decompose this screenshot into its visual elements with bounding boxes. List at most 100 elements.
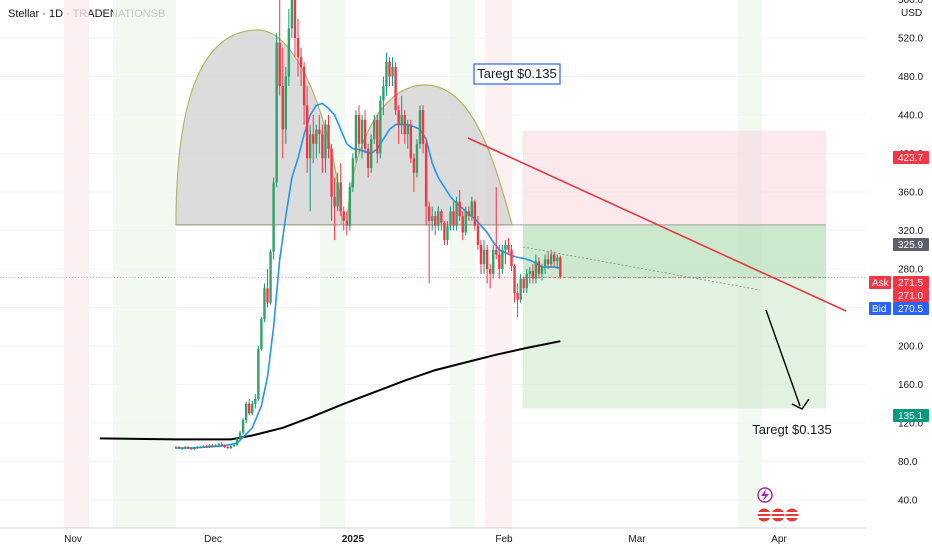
candle-body bbox=[449, 211, 452, 226]
flag-icons bbox=[756, 487, 800, 523]
candle-body bbox=[437, 211, 440, 226]
candle-body bbox=[315, 129, 318, 144]
candle-body bbox=[318, 129, 321, 135]
candle-body bbox=[312, 134, 315, 144]
candle-body bbox=[424, 143, 428, 207]
candle-body bbox=[510, 249, 513, 267]
us-flag-icon bbox=[756, 507, 772, 523]
candle-body bbox=[269, 251, 272, 303]
flag-stripe bbox=[757, 516, 771, 518]
candle-body bbox=[415, 143, 419, 173]
candle-body bbox=[336, 182, 339, 207]
candle-body bbox=[305, 105, 309, 159]
candle-body bbox=[379, 100, 382, 154]
y-tick-label: 40.0 bbox=[898, 496, 918, 507]
candle-body bbox=[553, 254, 556, 262]
moving-averages bbox=[99, 102, 561, 449]
candle-body bbox=[260, 319, 263, 349]
candle-body bbox=[446, 225, 449, 241]
candle-body bbox=[360, 119, 364, 144]
candle-body bbox=[180, 448, 184, 450]
candle-body bbox=[519, 278, 522, 300]
price-tag-bg bbox=[893, 302, 929, 315]
price-tag-prefix-bg bbox=[869, 302, 891, 315]
y-tick-label: 520.0 bbox=[898, 34, 923, 45]
candle-body bbox=[482, 249, 486, 265]
price-tag-label: 423.7 bbox=[898, 153, 923, 164]
candle-body bbox=[254, 398, 257, 404]
channel-line bbox=[522, 246, 761, 291]
price-tag-prefix-bg bbox=[869, 276, 891, 289]
candle-body bbox=[232, 445, 236, 447]
candle-body bbox=[406, 124, 409, 135]
y-tick-label: 200.0 bbox=[898, 342, 923, 353]
candle-body bbox=[452, 211, 455, 226]
candle-body bbox=[330, 148, 333, 197]
candle-body bbox=[348, 187, 352, 226]
price-tag-label: 135.1 bbox=[898, 411, 923, 422]
candle-body bbox=[516, 293, 519, 300]
candle-body bbox=[403, 115, 406, 135]
candle-body bbox=[342, 211, 345, 221]
candle-body bbox=[559, 257, 562, 277]
x-tick-label: 2025 bbox=[342, 534, 365, 545]
candle-body bbox=[388, 62, 391, 77]
candle-body bbox=[525, 273, 528, 289]
x-tick-label: Nov bbox=[64, 534, 82, 545]
candle-body bbox=[321, 134, 324, 159]
candle-body bbox=[263, 288, 266, 320]
candle-body bbox=[229, 446, 233, 449]
candle-body bbox=[522, 278, 525, 289]
price-tag-prefix: Bid bbox=[872, 304, 886, 315]
candle-body bbox=[476, 225, 480, 245]
candle-body bbox=[327, 124, 330, 149]
annotations: Taregt $0.135 Taregt $0.135 bbox=[473, 63, 832, 437]
session-band bbox=[450, 0, 475, 528]
target-arrow-head bbox=[791, 398, 810, 410]
price-tag-label: 271.5 bbox=[898, 278, 923, 289]
candle-body bbox=[287, 28, 291, 77]
x-tick-label: Dec bbox=[204, 534, 222, 545]
candle-body bbox=[485, 249, 489, 269]
candle-body bbox=[177, 447, 181, 449]
candle-body bbox=[370, 139, 373, 168]
candle-body bbox=[397, 110, 400, 125]
candle-body bbox=[421, 110, 425, 144]
candle-body bbox=[412, 158, 416, 173]
target-label-top: Taregt $0.135 bbox=[477, 66, 557, 81]
candle-body bbox=[473, 201, 477, 226]
candle-body bbox=[461, 216, 464, 233]
candle-body bbox=[217, 444, 220, 446]
candle-body bbox=[531, 270, 535, 279]
candle-body bbox=[357, 115, 361, 144]
left-dome bbox=[175, 29, 343, 226]
candle-body bbox=[458, 201, 461, 217]
stop-loss-zone bbox=[523, 130, 826, 225]
candle-body bbox=[333, 196, 336, 207]
us-flag-icon bbox=[770, 507, 786, 523]
candle-body bbox=[211, 445, 214, 447]
candle-body bbox=[492, 249, 495, 274]
candle-body bbox=[299, 57, 303, 67]
candle-body bbox=[400, 115, 403, 125]
candle-body bbox=[275, 42, 278, 183]
candle-body bbox=[238, 432, 242, 439]
y-tick-label: 80.0 bbox=[898, 457, 918, 468]
price-tag-bg bbox=[893, 289, 929, 302]
y-tick-label: 360.0 bbox=[898, 188, 923, 199]
price-tag-label: 270.5 bbox=[898, 304, 923, 315]
price-tag-label: 325.9 bbox=[898, 240, 923, 251]
ma200-line bbox=[99, 340, 561, 441]
candle-body bbox=[363, 119, 367, 149]
candle-body bbox=[226, 447, 230, 449]
candle-body bbox=[546, 259, 550, 265]
flag-stripe bbox=[757, 512, 771, 514]
candle-body bbox=[257, 348, 260, 399]
candle-body bbox=[324, 124, 327, 159]
currency-label: USD bbox=[901, 8, 923, 19]
candle-body bbox=[272, 182, 275, 252]
candle-body bbox=[202, 446, 205, 448]
candle-body bbox=[244, 403, 248, 421]
flag-stripe bbox=[785, 516, 799, 518]
